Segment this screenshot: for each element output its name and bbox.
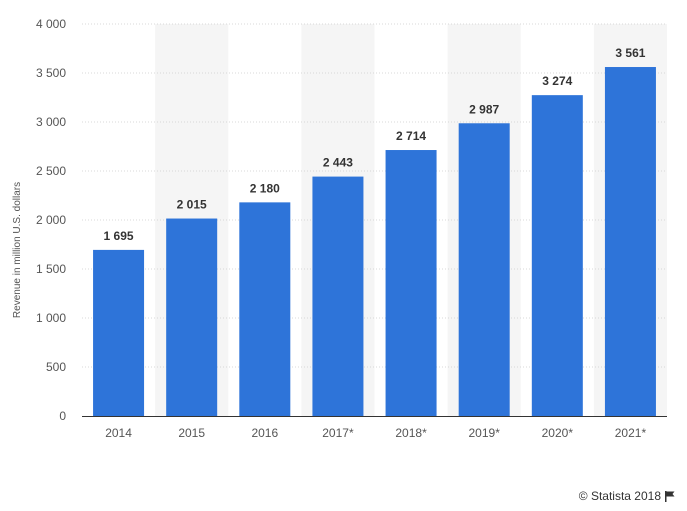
x-tick-label: 2014: [105, 426, 132, 440]
bar[interactable]: [604, 67, 656, 416]
bar[interactable]: [312, 176, 364, 416]
x-tick-label: 2021*: [615, 426, 647, 440]
y-tick-label: 0: [59, 409, 66, 423]
y-axis-ticks: 0 500 1 000 1 500 2 000 2 500 3 000 3 500 4 000: [36, 17, 66, 423]
y-axis-title: Revenue in million U.S. dollars: [12, 182, 23, 318]
bar[interactable]: [239, 202, 291, 416]
x-axis-ticks: 2014 2015 2016 2017* 2018* 2019* 2020* 2021*: [105, 426, 646, 440]
y-tick-label: 1 000: [36, 311, 66, 325]
x-tick-label: 2020*: [542, 426, 574, 440]
bars: [93, 67, 656, 417]
data-label: 3 274: [542, 74, 572, 88]
y-tick-label: 2 000: [36, 213, 66, 227]
bar[interactable]: [531, 95, 583, 416]
data-label: 2 180: [250, 181, 280, 195]
x-tick-label: 2018*: [395, 426, 427, 440]
x-tick-label: 2017*: [322, 426, 354, 440]
x-tick-label: 2016: [251, 426, 278, 440]
statista-credit[interactable]: © Statista 2018: [579, 489, 675, 503]
bar[interactable]: [458, 123, 510, 417]
data-label: 3 561: [615, 46, 645, 60]
y-tick-label: 3 500: [36, 66, 66, 80]
bar[interactable]: [93, 249, 145, 416]
y-tick-label: 4 000: [36, 17, 66, 31]
y-tick-label: 500: [46, 360, 66, 374]
y-tick-label: 2 500: [36, 164, 66, 178]
data-label: 2 443: [323, 156, 353, 170]
data-label: 2 987: [469, 102, 499, 116]
data-label: 1 695: [104, 229, 134, 243]
credit-text: © Statista 2018: [578, 489, 661, 503]
bar[interactable]: [166, 218, 218, 416]
y-tick-label: 1 500: [36, 262, 66, 276]
y-tick-label: 3 000: [36, 115, 66, 129]
value-labels: 1 695 2 015 2 180 2 443 2 714 2 987 3 274 3 561: [104, 46, 646, 243]
flag-icon: [665, 490, 675, 502]
x-tick-label: 2015: [178, 426, 205, 440]
bar[interactable]: [385, 150, 437, 416]
data-label: 2 015: [177, 198, 207, 212]
data-label: 2 714: [396, 129, 426, 143]
x-tick-label: 2019*: [469, 426, 501, 440]
